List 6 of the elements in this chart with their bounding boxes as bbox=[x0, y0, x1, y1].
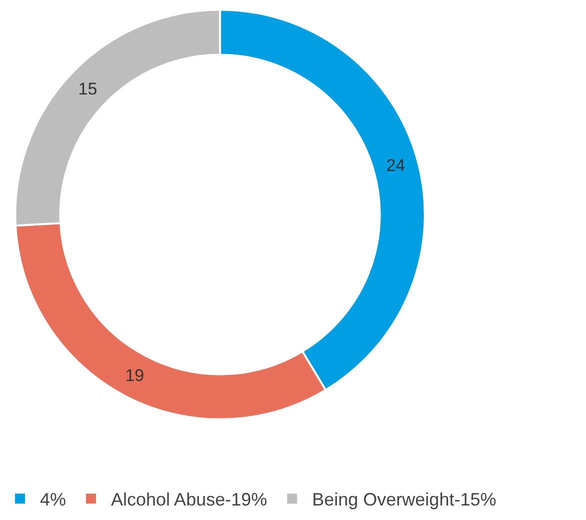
data-label: 15 bbox=[78, 80, 98, 99]
legend-label: 4% bbox=[40, 490, 66, 510]
data-label: 19 bbox=[125, 366, 144, 386]
legend-label: Alcohol Abuse-19% bbox=[111, 490, 268, 510]
legend-label: Being Overweight-15% bbox=[312, 490, 496, 510]
data-label: 24 bbox=[386, 156, 406, 176]
